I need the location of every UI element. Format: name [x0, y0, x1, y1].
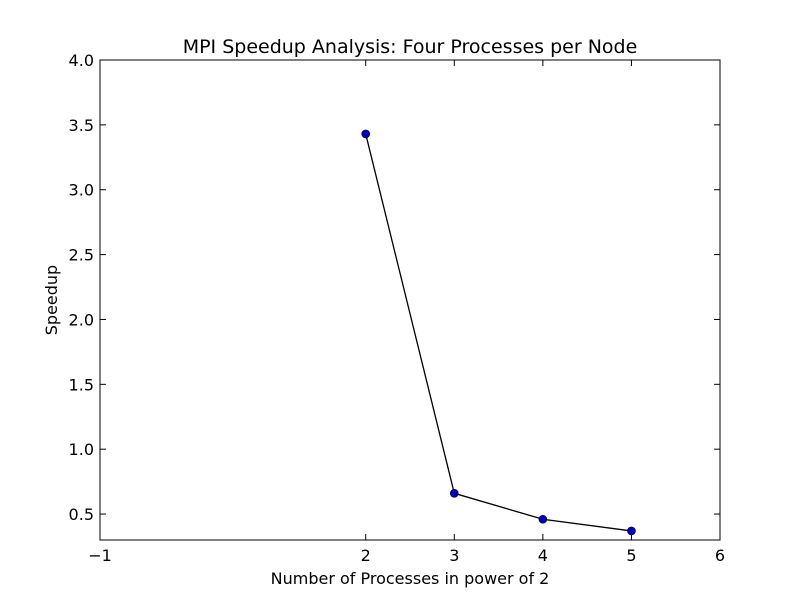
y-tick-label: 3.5	[69, 116, 94, 135]
plot-area: −1 2 3 4 5 6 0.5 1.0 1.5 2.0 2.5 3.0 3.5 4.0	[69, 51, 726, 565]
y-tick-label: 0.5	[69, 505, 94, 524]
x-tick-label: −1	[88, 546, 112, 565]
y-tick-label: 1.5	[69, 375, 94, 394]
data-point	[627, 526, 636, 536]
x-tick-label: 2	[361, 546, 371, 565]
data-point	[361, 129, 371, 139]
y-tick-label: 1.0	[69, 440, 94, 459]
x-tick-label: 5	[626, 546, 636, 565]
y-tick-label: 2.5	[69, 246, 94, 265]
data-point	[538, 514, 548, 524]
data-point	[449, 488, 459, 498]
x-tick-label: 4	[538, 546, 548, 565]
x-tick-label: 3	[449, 546, 459, 565]
plot-frame	[99, 59, 721, 541]
y-axis-label: Speedup	[42, 265, 61, 335]
x-tick-label: 6	[715, 546, 725, 565]
y-tick-label: 3.0	[69, 181, 94, 200]
y-tick-label: 4.0	[69, 51, 94, 70]
y-tick-label: 2.0	[69, 310, 94, 329]
chart-title: MPI Speedup Analysis: Four Processes per…	[183, 36, 638, 58]
series-line	[365, 133, 632, 532]
x-axis-label: Number of Processes in power of 2	[271, 569, 550, 588]
